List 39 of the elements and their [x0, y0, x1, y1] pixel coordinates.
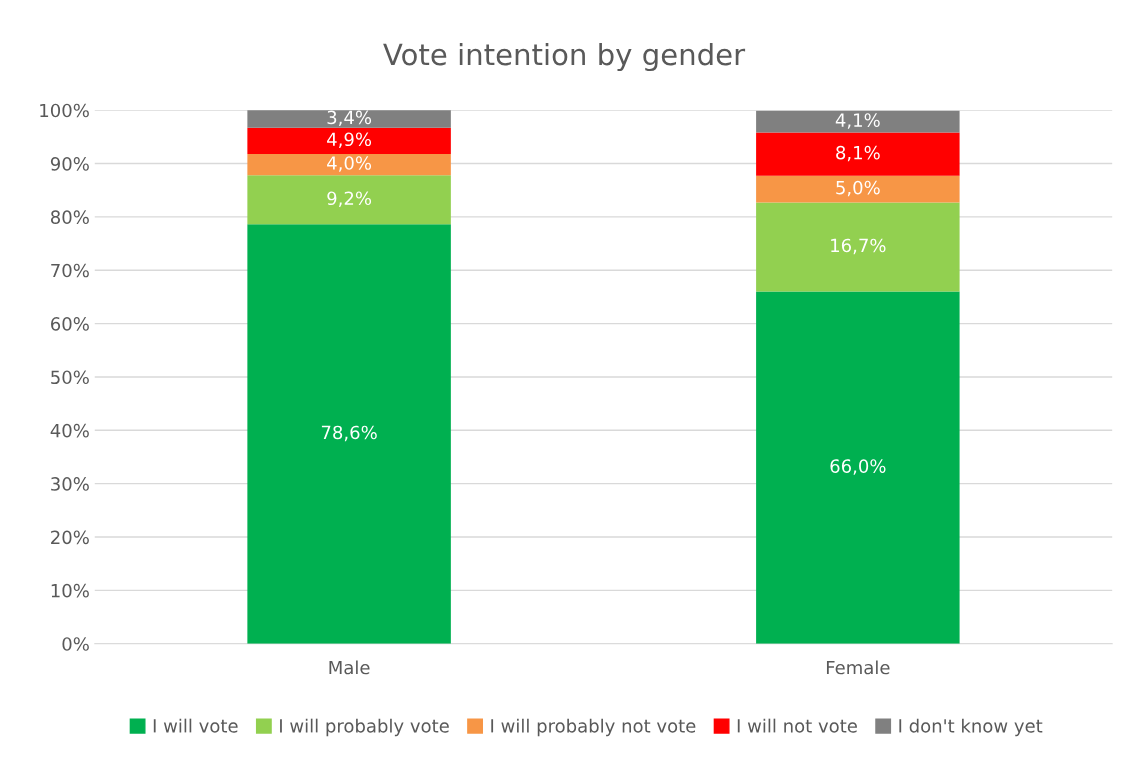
data-label: 8,1% [836, 145, 880, 162]
bar [247, 153, 451, 176]
legend-label: I will probably vote [280, 718, 449, 737]
data-label: 4,0% [327, 156, 372, 172]
data-label: 78,6% [321, 425, 377, 442]
y-tick-label: 40% [50, 423, 89, 438]
data-label: 9,2% [327, 191, 372, 207]
data-label: 66,0% [830, 459, 886, 475]
y-tick-label: 100% [40, 103, 89, 118]
y-tick-label: 80% [50, 210, 89, 225]
bar [756, 110, 960, 133]
legend-label: I don't know yet [899, 718, 1043, 737]
y-tick-label: 30% [51, 477, 89, 491]
bar [247, 175, 451, 225]
y-tick-label: 10% [51, 583, 89, 598]
y-tick-label: 0% [62, 637, 89, 651]
x-tick-label: Male [329, 660, 370, 675]
data-label: 5,0% [836, 180, 880, 197]
bar [756, 175, 960, 203]
data-label: 4,1% [835, 113, 880, 129]
chart-title: Vote intention by gender [383, 42, 746, 72]
y-tick-label: 50% [51, 370, 89, 385]
bar [756, 291, 960, 644]
y-tick-label: 20% [51, 530, 89, 545]
legend-label: I will probably not vote [491, 718, 696, 737]
y-tick-label: 70% [51, 263, 89, 278]
legend-label: I will not vote [737, 718, 857, 733]
y-tick-label: 90% [50, 157, 89, 171]
bar [247, 110, 451, 128]
bar [247, 224, 451, 644]
data-label: 3,4% [327, 110, 372, 127]
bar [756, 202, 960, 292]
bar [756, 132, 960, 176]
bar [247, 127, 451, 154]
x-tick-label: Female [826, 660, 890, 675]
data-label: 16,7% [831, 238, 886, 255]
y-tick-label: 60% [51, 317, 89, 331]
legend-label: I will vote [153, 718, 238, 733]
data-label: 4,9% [327, 132, 372, 148]
